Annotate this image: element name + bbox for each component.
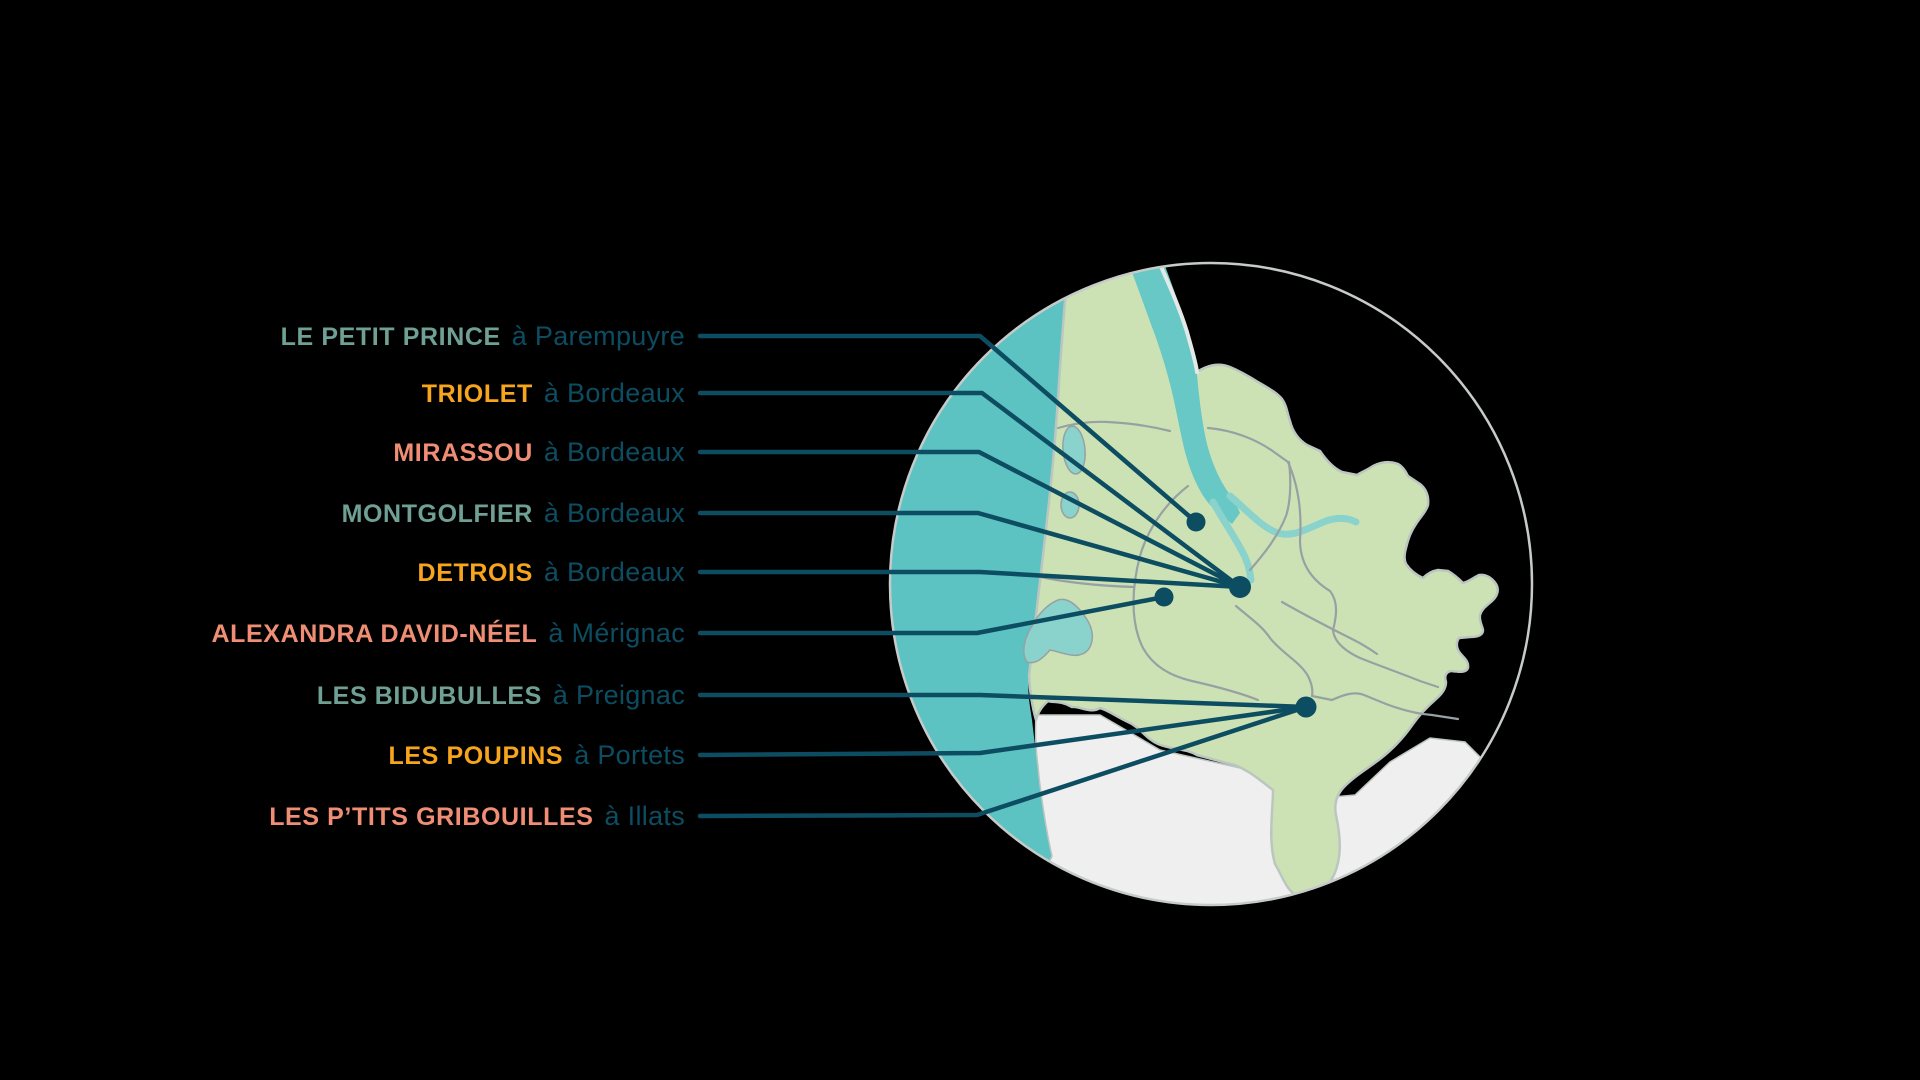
connector-mirassou	[697, 449, 1243, 590]
creche-preposition: à	[543, 378, 560, 408]
connector-montgolfier	[697, 510, 1243, 590]
creche-location: à Preignac	[553, 680, 685, 710]
creche-preposition: à	[604, 801, 620, 831]
creche-name: TRIOLET	[421, 380, 533, 408]
creche-location: à Bordeaux	[544, 498, 685, 528]
dot-bordeaux	[1229, 576, 1251, 598]
garonne-river	[1209, 498, 1255, 584]
boundary-libourne-east	[1286, 460, 1440, 689]
lake-hourtin	[1062, 425, 1086, 475]
connector-lines	[697, 333, 1309, 819]
creche-place: Parempuyre	[534, 321, 685, 351]
creche-label-row: MONTGOLFIER à Bordeaux	[342, 492, 685, 534]
creche-name: ALEXANDRA DAVID-NÉEL	[211, 620, 538, 648]
creche-place: Illats	[627, 801, 685, 831]
creche-location: à Parempuyre	[512, 321, 685, 351]
connector-les-poupins	[697, 704, 1309, 758]
dot-preignac-portets-illats	[1295, 696, 1317, 718]
creche-label-row: TRIOLET à Bordeaux	[422, 372, 685, 414]
map-circle-rim	[888, 261, 1534, 907]
creche-name: LES BIDUBULLES	[316, 682, 542, 710]
creche-label-row: LES POUPINS à Portets	[389, 734, 685, 776]
connector-le-petit-prince	[697, 333, 1199, 525]
creche-location: à Portets	[574, 740, 685, 770]
creche-place: Bordeaux	[567, 378, 685, 408]
creche-label-row: DETROIS à Bordeaux	[418, 551, 685, 593]
creche-label-row: ALEXANDRA DAVID-NÉEL à Mérignac	[212, 612, 686, 654]
creche-name: LE PETIT PRINCE	[280, 323, 501, 351]
creche-name: LES POUPINS	[388, 742, 564, 770]
creche-location: à Bordeaux	[544, 557, 685, 587]
dot-parempuyre	[1186, 512, 1206, 532]
creche-location: à Illats	[605, 801, 685, 831]
gironde-estuary-shape	[1126, 263, 1240, 524]
creche-place: Bordeaux	[567, 437, 685, 467]
connector-les-bidubulles	[697, 692, 1309, 710]
connector-alexandra-david-neel	[697, 594, 1167, 636]
boundary-bordeaux-west	[1132, 484, 1260, 702]
creche-place: Preignac	[576, 680, 685, 710]
creche-preposition: à	[548, 618, 564, 648]
creche-name: LES P’TITS GRIBOUILLES	[269, 803, 594, 831]
creche-label-row: LE PETIT PRINCE à Parempuyre	[281, 315, 685, 357]
creche-location: à Bordeaux	[544, 437, 685, 467]
creche-label-row: LES BIDUBULLES à Preignac	[317, 674, 685, 716]
creche-place: Portets	[597, 740, 685, 770]
creche-place: Bordeaux	[567, 557, 685, 587]
creche-label-row: MIRASSOU à Bordeaux	[393, 431, 685, 473]
connector-triolet	[697, 390, 1243, 590]
creche-location: à Mérignac	[548, 618, 685, 648]
creche-location: à Bordeaux	[544, 378, 685, 408]
boundary-entre-deux-mers	[1280, 600, 1379, 656]
estuary-mouth-edge	[1157, 263, 1199, 374]
boundary-langon	[1234, 604, 1460, 721]
dordogne-river	[1226, 492, 1360, 538]
creche-place: Bordeaux	[567, 498, 685, 528]
creche-preposition: à	[543, 498, 560, 528]
creche-name: DETROIS	[417, 559, 533, 587]
boundary-medoc	[1056, 420, 1172, 433]
creche-preposition: à	[543, 557, 560, 587]
creche-name: MONTGOLFIER	[341, 500, 533, 528]
creche-preposition: à	[574, 740, 590, 770]
gironde-department-shape	[1027, 263, 1499, 900]
creche-label-row: LES P’TITS GRIBOUILLES à Illats	[269, 795, 685, 837]
creche-preposition: à	[511, 321, 528, 351]
creche-place: Mérignac	[571, 618, 685, 648]
connector-detrois	[697, 569, 1243, 590]
boundary-blaye-libourne	[1206, 426, 1290, 464]
arrondissement-boundaries	[1034, 420, 1460, 721]
location-dots	[1154, 512, 1317, 718]
creche-preposition: à	[552, 680, 569, 710]
boundary-bordeaux-libourne	[1248, 460, 1292, 572]
creche-name: MIRASSOU	[393, 439, 533, 467]
dot-merignac	[1154, 587, 1174, 607]
connector-les-ptits-gribouilles	[697, 704, 1309, 819]
creche-preposition: à	[543, 437, 560, 467]
